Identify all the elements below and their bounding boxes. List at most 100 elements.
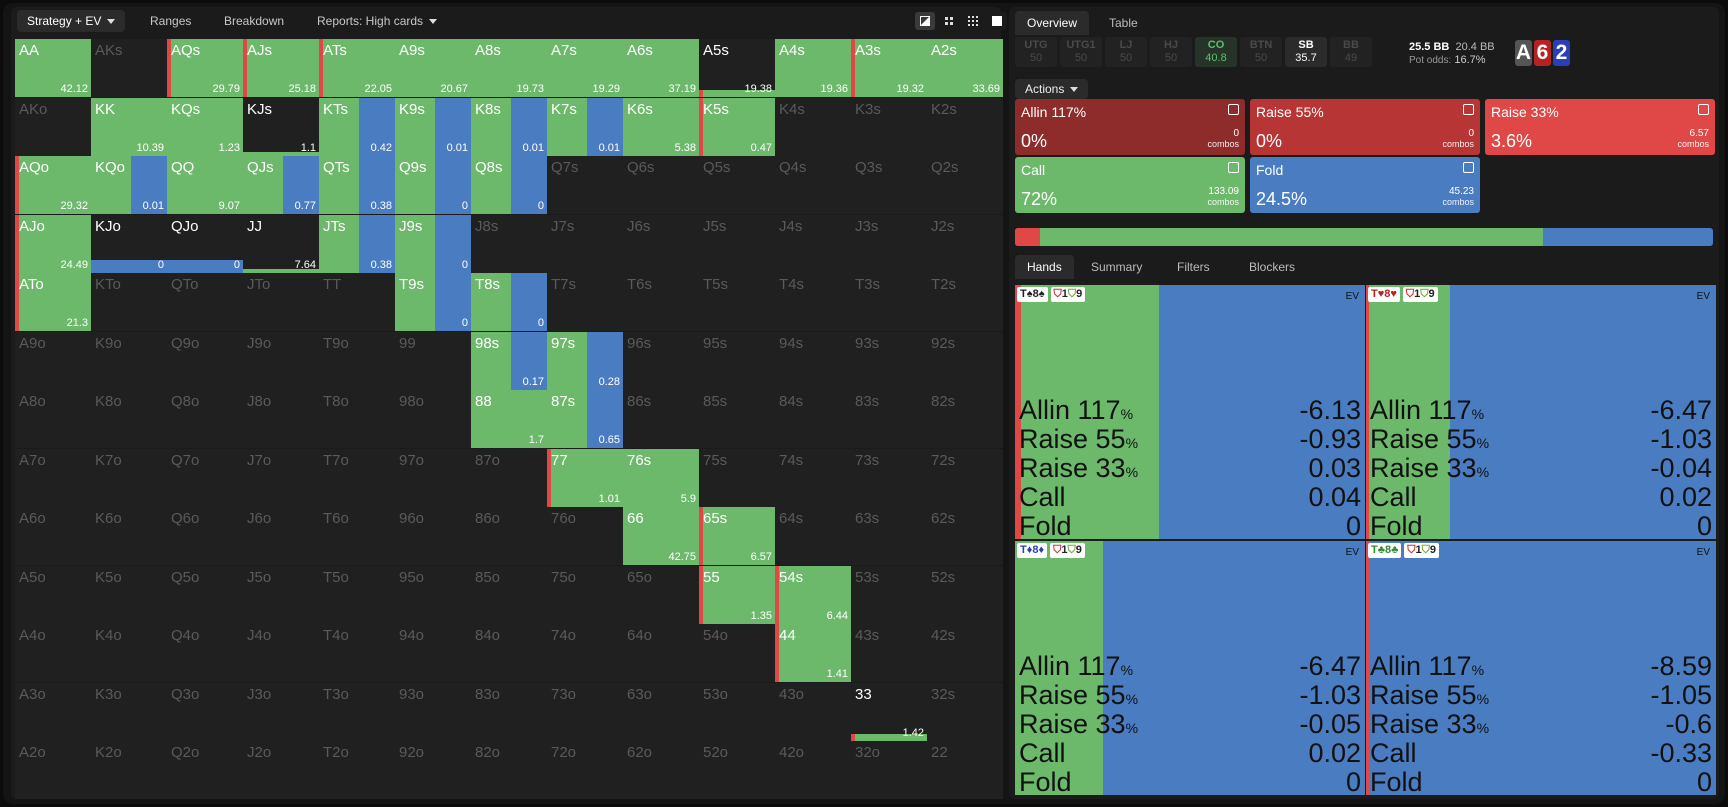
hand-cell-T8s[interactable]: T8s 0: [471, 273, 547, 331]
single-view-icon[interactable]: [987, 12, 1007, 30]
hand-cell-T2s[interactable]: T2s: [927, 273, 1003, 331]
hand-cell-T5o[interactable]: T5o: [319, 565, 395, 624]
hand-cell-QJs[interactable]: QJs 0.77: [243, 156, 319, 214]
note-icon[interactable]: [1228, 162, 1239, 173]
split-view-icon[interactable]: [915, 12, 935, 30]
hand-cell-86o[interactable]: 86o: [471, 507, 547, 565]
hand-cell-63s[interactable]: 63s: [851, 507, 927, 565]
hand-cell-65o[interactable]: 65o: [623, 565, 699, 624]
hand-cell-Q9s[interactable]: Q9s 0: [395, 156, 471, 214]
hand-cell-J2o[interactable]: J2o: [243, 741, 319, 799]
hand-cell-A4o[interactable]: A4o: [15, 624, 91, 682]
hand-cell-97o[interactable]: 97o: [395, 448, 471, 507]
hand-cell-66[interactable]: 66 42.75: [623, 507, 699, 565]
hand-cell-K2o[interactable]: K2o: [91, 741, 167, 799]
hand-cell-AQs[interactable]: AQs 29.79: [167, 39, 243, 97]
hand-cell-43s[interactable]: 43s: [851, 624, 927, 682]
seat-lj[interactable]: LJ 50: [1105, 37, 1147, 67]
hand-cell-KJs[interactable]: KJs 1.1: [243, 97, 319, 156]
hand-cell-83s[interactable]: 83s: [851, 390, 927, 448]
hand-cell-A8o[interactable]: A8o: [15, 390, 91, 448]
hand-cell-J7s[interactable]: J7s: [547, 214, 623, 273]
strategy-ev-dropdown[interactable]: Strategy + EV: [17, 10, 126, 32]
hand-cell-76s[interactable]: 76s 5.9: [623, 448, 699, 507]
hand-cell-63o[interactable]: 63o: [623, 682, 699, 741]
hand-cell-73o[interactable]: 73o: [547, 682, 623, 741]
hand-cell-K2s[interactable]: K2s: [927, 97, 1003, 156]
action-card-raise-55-[interactable]: Raise 55% 0% 0 combos: [1250, 99, 1480, 155]
breakdown-tab[interactable]: Breakdown: [224, 14, 285, 28]
hand-cell-K8o[interactable]: K8o: [91, 390, 167, 448]
tab-hands[interactable]: Hands: [1015, 255, 1074, 279]
seat-btn[interactable]: BTN 50: [1240, 37, 1282, 67]
hand-cell-A7o[interactable]: A7o: [15, 448, 91, 507]
hand-cell-Q8s[interactable]: Q8s 0: [471, 156, 547, 214]
hand-cell-T3o[interactable]: T3o: [319, 682, 395, 741]
tab-filters[interactable]: Filters: [1177, 260, 1210, 274]
hand-cell-J7o[interactable]: J7o: [243, 448, 319, 507]
note-icon[interactable]: [1698, 104, 1709, 115]
hand-cell-93o[interactable]: 93o: [395, 682, 471, 741]
hand-cell-Q2s[interactable]: Q2s: [927, 156, 1003, 214]
hand-cell-Q7o[interactable]: Q7o: [167, 448, 243, 507]
hand-cell-74o[interactable]: 74o: [547, 624, 623, 682]
hand-cell-KQs[interactable]: KQs 1.23: [167, 97, 243, 156]
hand-cell-K9s[interactable]: K9s 0.01: [395, 97, 471, 156]
hand-cell-75o[interactable]: 75o: [547, 565, 623, 624]
hand-cell-QTo[interactable]: QTo: [167, 273, 243, 331]
hand-cell-J6o[interactable]: J6o: [243, 507, 319, 565]
hand-cell-K5s[interactable]: K5s 0.47: [699, 97, 775, 156]
hand-cell-T7s[interactable]: T7s: [547, 273, 623, 331]
hand-cell-J5o[interactable]: J5o: [243, 565, 319, 624]
hand-detail-card[interactable]: T♦8♦ ⛉1⛉9 EV Allin 117% -6.47 Raise 55% -1.03 R…: [1015, 541, 1365, 795]
hand-cell-AKs[interactable]: AKs: [91, 39, 167, 97]
action-card-fold[interactable]: Fold 24.5% 45.23 combos: [1250, 157, 1480, 213]
hand-cell-32s[interactable]: 32s: [927, 682, 1003, 741]
hand-cell-Q7s[interactable]: Q7s: [547, 156, 623, 214]
hand-cell-JTs[interactable]: JTs 0.38: [319, 214, 395, 273]
hand-cell-72s[interactable]: 72s: [927, 448, 1003, 507]
hand-cell-J4o[interactable]: J4o: [243, 624, 319, 682]
hand-cell-Q3o[interactable]: Q3o: [167, 682, 243, 741]
hand-cell-K3s[interactable]: K3s: [851, 97, 927, 156]
hand-cell-Q4o[interactable]: Q4o: [167, 624, 243, 682]
hand-cell-J5s[interactable]: J5s: [699, 214, 775, 273]
hand-cell-85s[interactable]: 85s: [699, 390, 775, 448]
hand-cell-99[interactable]: 99: [395, 331, 471, 390]
hand-cell-64s[interactable]: 64s: [775, 507, 851, 565]
hand-cell-95o[interactable]: 95o: [395, 565, 471, 624]
hand-detail-card[interactable]: T♠8♠ ⛉1⛉9 EV Allin 117% -6.13 Raise 55% -0.93 R…: [1015, 285, 1365, 539]
dense-grid-icon[interactable]: [963, 12, 983, 30]
hand-cell-Q5s[interactable]: Q5s: [699, 156, 775, 214]
seat-sb[interactable]: SB 35.7: [1285, 37, 1327, 67]
hand-cell-Q9o[interactable]: Q9o: [167, 331, 243, 390]
hand-cell-K9o[interactable]: K9o: [91, 331, 167, 390]
note-icon[interactable]: [1463, 162, 1474, 173]
small-grid-icon[interactable]: [939, 12, 959, 30]
hand-cell-T6o[interactable]: T6o: [319, 507, 395, 565]
hand-cell-33[interactable]: 33 1.42: [851, 682, 927, 741]
note-icon[interactable]: [1228, 104, 1239, 115]
hand-cell-T9o[interactable]: T9o: [319, 331, 395, 390]
hand-cell-J6s[interactable]: J6s: [623, 214, 699, 273]
hand-cell-92o[interactable]: 92o: [395, 741, 471, 799]
hand-cell-K8s[interactable]: K8s 0.01: [471, 97, 547, 156]
hand-cell-K4s[interactable]: K4s: [775, 97, 851, 156]
hand-cell-AQo[interactable]: AQo 29.32: [15, 156, 91, 214]
hand-cell-J9s[interactable]: J9s 0: [395, 214, 471, 273]
hand-cell-T9s[interactable]: T9s 0: [395, 273, 471, 331]
hand-cell-75s[interactable]: 75s: [699, 448, 775, 507]
hand-cell-62s[interactable]: 62s: [927, 507, 1003, 565]
hand-cell-ATs[interactable]: ATs 22.05: [319, 39, 395, 97]
hand-cell-QQ[interactable]: QQ 9.07: [167, 156, 243, 214]
hand-cell-87o[interactable]: 87o: [471, 448, 547, 507]
hand-cell-93s[interactable]: 93s: [851, 331, 927, 390]
hand-cell-83o[interactable]: 83o: [471, 682, 547, 741]
hand-cell-44[interactable]: 44 1.41: [775, 624, 851, 682]
hand-cell-J2s[interactable]: J2s: [927, 214, 1003, 273]
hand-cell-22[interactable]: 22: [927, 741, 1003, 799]
hand-cell-K7s[interactable]: K7s 0.01: [547, 97, 623, 156]
note-icon[interactable]: [1463, 104, 1474, 115]
hand-cell-Q6o[interactable]: Q6o: [167, 507, 243, 565]
hand-cell-Q8o[interactable]: Q8o: [167, 390, 243, 448]
